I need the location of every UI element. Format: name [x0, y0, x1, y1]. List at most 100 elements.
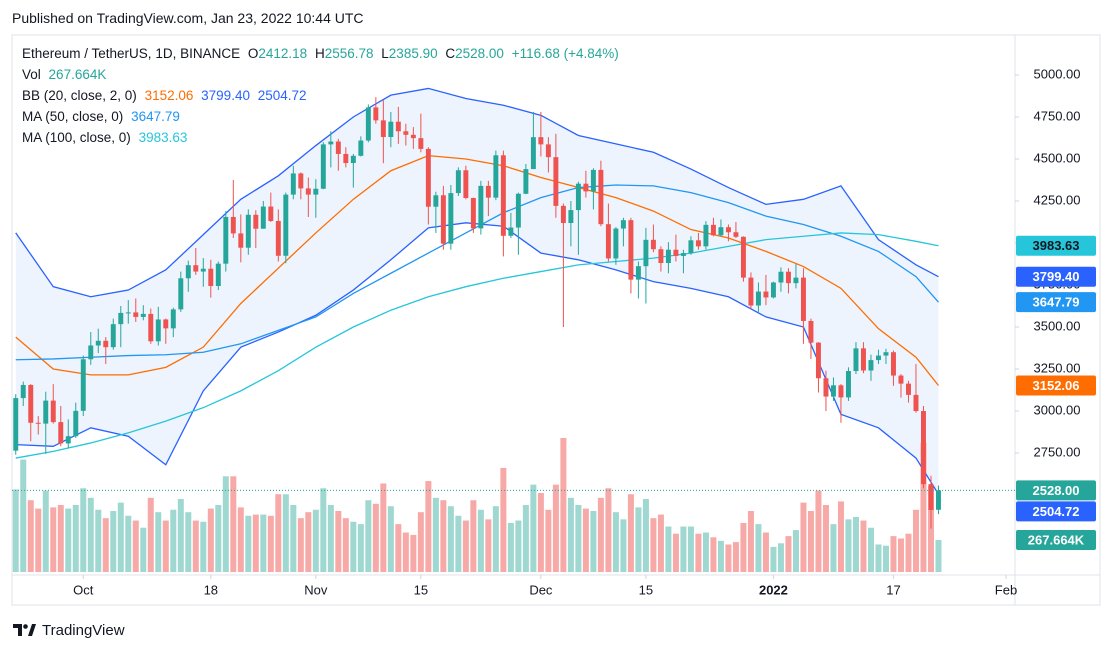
volume-bar [807, 510, 814, 572]
y-tick-label: 4750.00 [1034, 108, 1081, 123]
volume-bar [717, 540, 724, 572]
candle-body [20, 384, 26, 399]
bb-fill [15, 88, 939, 495]
candle-body [778, 271, 784, 283]
x-tick-label: Oct [73, 582, 94, 597]
candle-body [95, 340, 101, 346]
volume-bar [710, 537, 717, 572]
volume-bar [650, 518, 657, 572]
volume-bar [432, 497, 439, 572]
volume-bar [785, 536, 792, 572]
candle-body [913, 394, 919, 412]
volume-bar [395, 524, 402, 572]
candle-body [185, 265, 191, 279]
candle-body [650, 239, 656, 250]
candle-body [493, 155, 499, 198]
candle-body [380, 120, 386, 137]
candle-body [193, 265, 199, 272]
volume-bar [222, 476, 229, 572]
volume-bar [672, 533, 679, 572]
volume-bar [87, 497, 94, 572]
volume-bar [852, 516, 859, 572]
ohlc-key: H [314, 46, 325, 61]
volume-bar [605, 488, 612, 572]
candle-body [688, 240, 694, 254]
candle-body [200, 268, 206, 272]
volume-bar [185, 512, 192, 572]
volume-bar [695, 533, 702, 572]
volume-bar [372, 503, 379, 572]
candle-body [245, 214, 251, 248]
x-tick-label: 2022 [759, 582, 788, 597]
price-badge-label: 2528.00 [1033, 483, 1080, 498]
candle-body [703, 224, 709, 247]
volume-bar [687, 526, 694, 572]
volume-bar [245, 515, 252, 572]
candle-body [808, 320, 814, 343]
ohlc-key: L [381, 46, 389, 61]
candle-body [508, 227, 514, 236]
candle-body [515, 193, 521, 228]
price-badge-label: 3983.63 [1033, 238, 1080, 253]
candle-body [538, 137, 544, 145]
candle-body [710, 224, 716, 236]
volume-bar [312, 509, 319, 572]
volume-bar [447, 506, 454, 572]
candle-body [673, 249, 679, 256]
published-note: Published on TradingView.com, Jan 23, 20… [12, 10, 364, 26]
volume-bar [102, 518, 109, 572]
volume-bar [920, 442, 927, 572]
candle-body [680, 253, 686, 256]
candle-body [823, 378, 829, 397]
volume-bar [170, 509, 177, 572]
volume-bar [252, 514, 259, 572]
candle-body [275, 220, 281, 256]
chart-frame [11, 34, 1101, 606]
volume-bar [485, 519, 492, 572]
volume-bar [260, 514, 267, 572]
candle-body [553, 157, 559, 206]
candle-body [815, 342, 821, 379]
volume-bar [702, 532, 709, 572]
ohlc-value: 2556.78 [324, 46, 374, 61]
candle-body [403, 131, 409, 135]
volume-bar [575, 505, 582, 572]
volume-bar [72, 505, 79, 572]
candle-body [425, 148, 431, 207]
volume-bar [522, 505, 529, 572]
volume-bar [597, 497, 604, 572]
volume-bar [620, 519, 627, 572]
legend-row: Vol 267.664K [22, 64, 623, 85]
volume-bar [327, 505, 334, 572]
volume-bar [95, 509, 102, 572]
volume-bar [237, 507, 244, 572]
candle-body [643, 239, 649, 267]
candle-body [358, 140, 364, 156]
candle-body [215, 263, 221, 287]
volume-bar [612, 512, 619, 572]
y-tick-label: 3250.00 [1034, 360, 1081, 375]
candle-body [845, 371, 851, 398]
volume-bar [267, 515, 274, 572]
volume-bar [627, 494, 634, 572]
candle-body [305, 188, 311, 195]
candle-body [740, 236, 746, 278]
candle-body [890, 352, 896, 376]
candle-body [718, 227, 724, 236]
volume-bar [380, 483, 387, 572]
volume-bar [770, 546, 777, 572]
candle-body [530, 137, 536, 170]
volume-bar [65, 508, 72, 572]
candle-body [58, 422, 64, 444]
y-tick-label: 4250.00 [1034, 192, 1081, 207]
candle-body [43, 400, 49, 424]
candle-body [635, 266, 641, 280]
candle-body [163, 319, 169, 329]
volume-bar [492, 506, 499, 572]
plot [12, 87, 942, 572]
volume-bar [875, 544, 882, 572]
volume-bar [545, 509, 552, 572]
volume-bar [282, 494, 289, 572]
